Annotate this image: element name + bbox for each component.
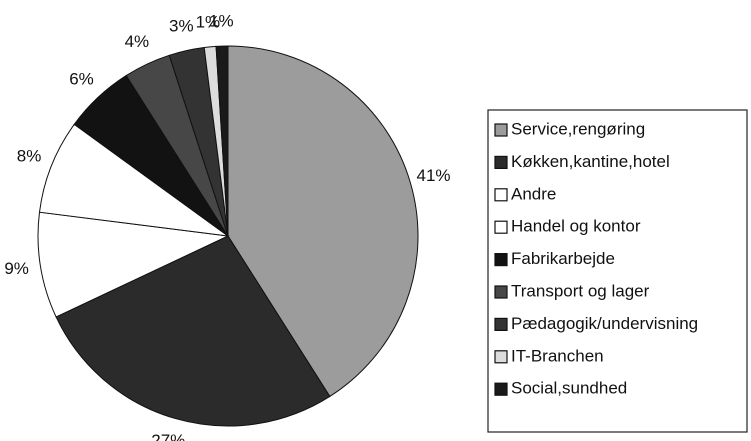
data-label: 9% [4, 259, 29, 278]
legend-box [487, 109, 748, 433]
legend-label: Køkken,kantine,hotel [511, 152, 670, 171]
legend-swatch [494, 188, 508, 202]
legend-label: Handel og kontor [511, 217, 641, 236]
legend-swatch [494, 350, 508, 364]
data-label: 1% [196, 12, 221, 31]
pie-slice [215, 45, 229, 237]
legend-swatch [494, 253, 508, 267]
legend-swatch [494, 285, 508, 299]
data-label: 27% [151, 431, 185, 441]
data-label: 41% [416, 166, 450, 185]
pie-slice [38, 123, 229, 237]
legend-swatch [494, 123, 508, 137]
legend-label: Andre [511, 184, 556, 203]
pie-slice [55, 235, 331, 427]
legend-label: Pædagogik/undervisning [511, 314, 698, 333]
legend-label: Transport og lager [511, 281, 650, 300]
pie-slice [37, 211, 230, 318]
data-label: 4% [125, 32, 150, 51]
legend-label: IT-Branchen [511, 346, 604, 365]
legend-swatch [494, 155, 508, 169]
data-label: 3% [169, 17, 194, 36]
legend-swatch [494, 317, 508, 331]
data-label: 6% [69, 69, 94, 88]
pie-slice [227, 45, 419, 398]
legend-swatch [494, 382, 508, 396]
data-label: 8% [17, 147, 42, 166]
legend-label: Fabrikarbejde [511, 249, 615, 268]
legend-label: Social,sundhed [511, 379, 627, 398]
legend-label: Service,rengøring [511, 119, 645, 138]
legend-swatch [494, 220, 508, 234]
data-label: 1% [209, 12, 234, 31]
